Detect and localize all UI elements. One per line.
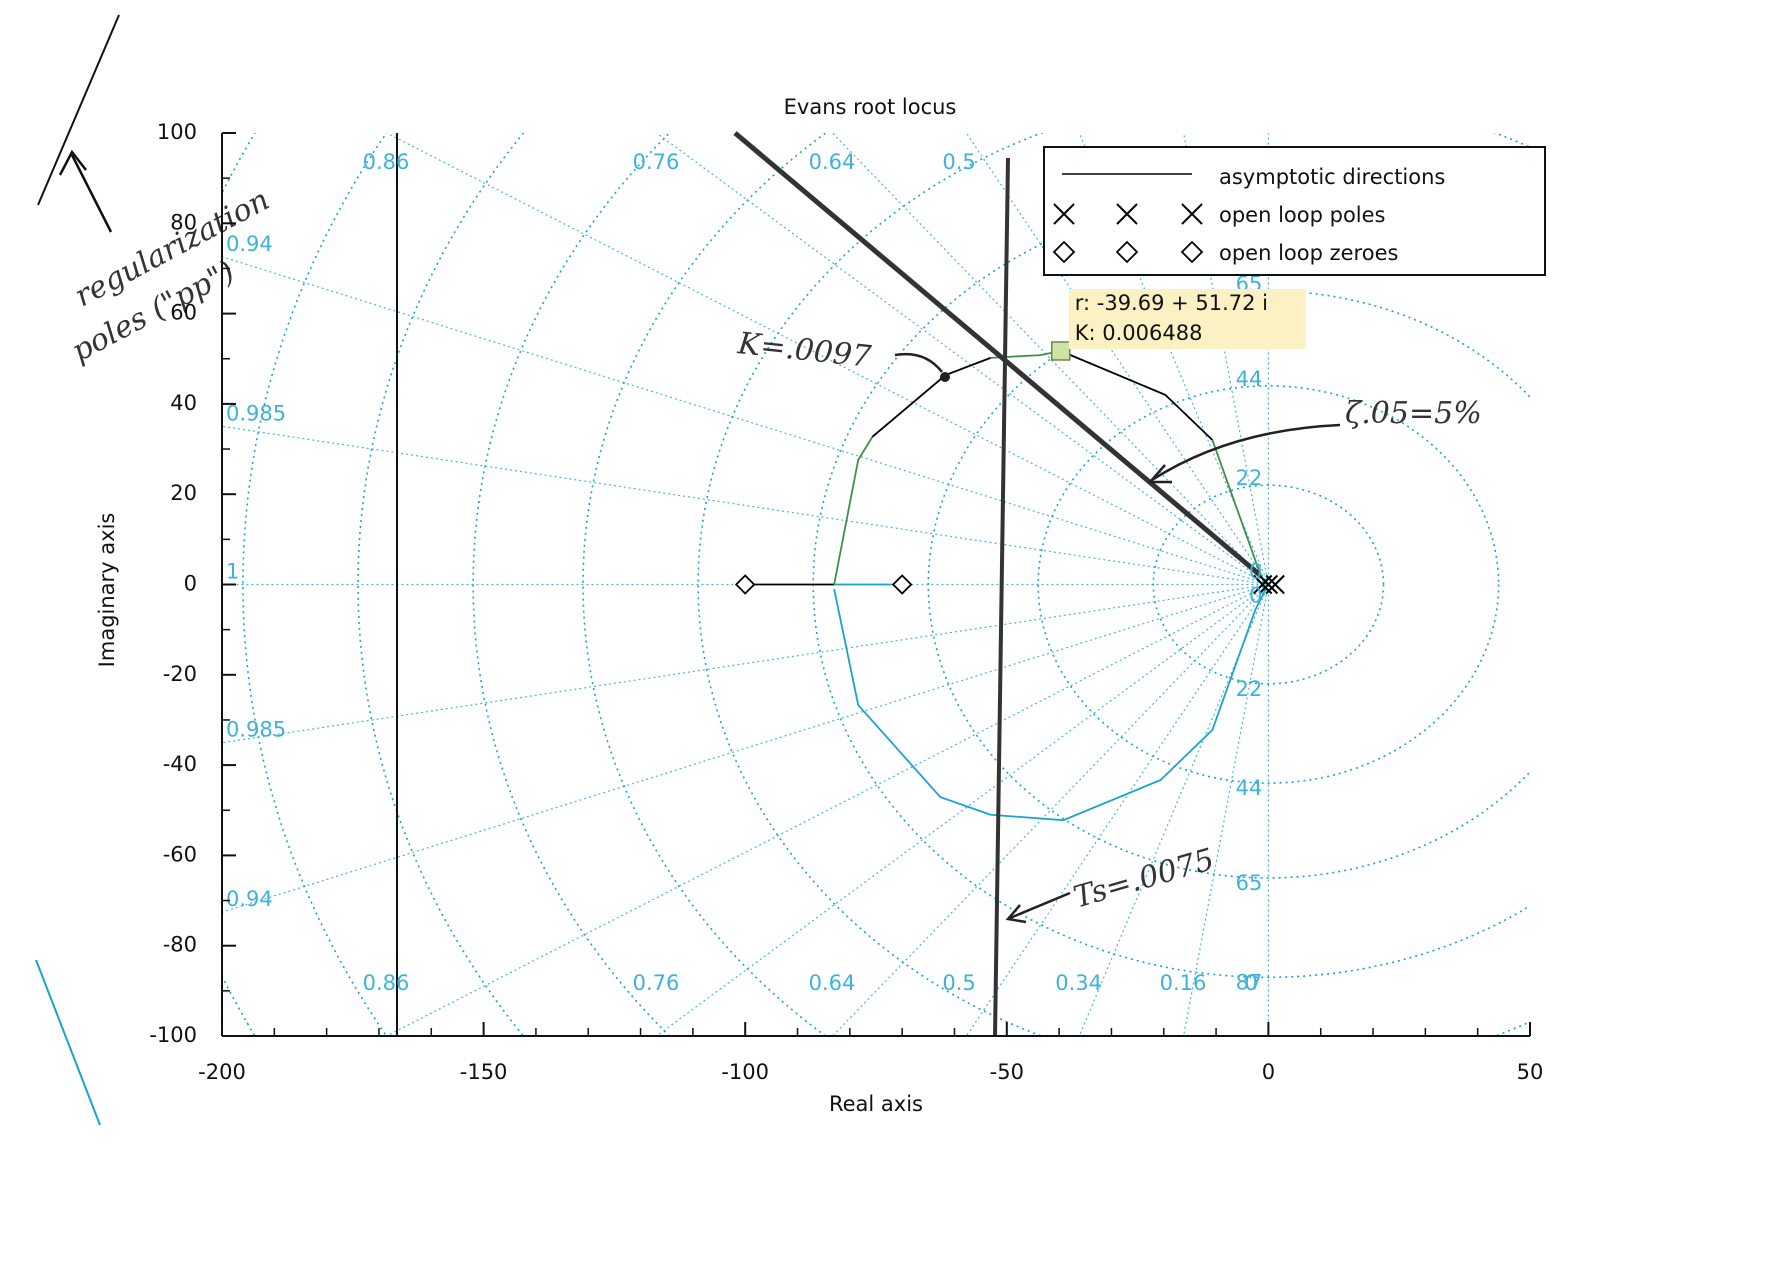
chart-title: Evans root locus [784,95,957,119]
datatip-text: r: -39.69 + 51.72 i [1075,291,1268,315]
pole-marker [1181,203,1203,225]
damping-label: 0.985 [226,401,286,425]
arrow-head [58,149,87,176]
damping-label: 0.86 [363,971,410,995]
damping-label: 0.76 [633,150,680,174]
y-tick-label: -20 [163,662,197,686]
pole-marker [1053,203,1075,225]
datatip-marker [1050,341,1071,361]
y-axis-label: Imaginary axis [95,513,119,668]
x-tick-label: 0 [1262,1060,1275,1084]
frequency-label: 0 [1249,584,1262,608]
damping-label: 0.64 [809,150,856,174]
damping-label: 0 [1244,971,1257,995]
damping-ray [386,583,1269,1036]
arrow-head [1005,904,1027,924]
datatip-box [1068,288,1306,349]
damping-label: 0.34 [1055,971,1102,995]
damping-label: 0.94 [226,232,273,256]
frequency-label: 22 [1236,677,1263,701]
arrow [70,154,113,233]
legend-label: open loop poles [1219,203,1386,227]
zero-marker [1115,240,1139,264]
frequency-label: 44 [1236,367,1263,391]
frequency-label: 87 [1236,970,1263,994]
damping-ray [656,584,1269,1036]
y-tick-label: -100 [149,1023,197,1047]
zero-marker [891,574,913,595]
frequency-label: 44 [1236,776,1263,800]
damping-label: 0.985 [226,718,286,742]
zero-marker [734,574,756,595]
frequency-label: 22 [1236,466,1263,490]
pole-marker [1265,574,1285,595]
hand-line [733,131,1262,577]
damping-label: 0.64 [809,971,856,995]
locus-branch [833,588,1267,822]
arrow [894,352,943,373]
damping-ray [1183,584,1269,1036]
y-tick-label: -80 [163,933,197,957]
damping-ray [656,133,1269,585]
legend-label: open loop zeroes [1219,241,1398,265]
x-tick-label: -150 [460,1060,508,1084]
damping-label: 0.86 [363,150,410,174]
x-tick-label: -50 [990,1060,1024,1084]
x-tick-label: -200 [198,1060,246,1084]
x-tick-label: -100 [721,1060,769,1084]
damping-ray [1183,133,1269,585]
frequency-label: 65 [1236,871,1263,895]
pole-marker [1116,203,1138,225]
y-tick-label: 80 [170,210,197,234]
zero-marker [1180,240,1204,264]
pole-marker [1258,574,1279,595]
hand-stroke [37,14,120,206]
damping-label: 1 [226,560,239,584]
y-tick-label: 60 [170,301,197,325]
arrow-head [1147,464,1172,484]
marks [734,350,1285,822]
x-tick-label: 50 [1517,1060,1544,1084]
damping-label: 0.5 [942,150,975,174]
hand-dot [940,372,950,382]
datatip-text: K: 0.006488 [1075,321,1203,345]
damping-ray [386,133,1269,586]
locus-branch [833,436,874,585]
locus-branch [1060,350,1214,441]
arrow [1151,423,1341,482]
y-tick-label: -40 [163,752,197,776]
y-tick-label: 40 [170,391,197,415]
damping-ray [965,133,1269,585]
damping-label: 0.16 [1160,971,1207,995]
zero-marker [1052,240,1076,264]
damping-label: 0.76 [633,971,680,995]
damping-label: 0.94 [226,887,273,911]
legend-label: asymptotic directions [1219,165,1445,189]
damping-label: 0.5 [942,971,975,995]
handwritten-note: ζ.05=5% [1345,396,1482,431]
hand-line [993,157,1010,1037]
arrow [1009,891,1071,920]
damping-ray [965,584,1269,1036]
x-axis-label: Real axis [829,1092,923,1116]
y-tick-label: 0 [184,572,197,596]
hand-stroke [35,959,101,1126]
frequency-label: 0 [1249,560,1262,584]
y-tick-label: 100 [157,120,197,144]
y-tick-label: 20 [170,481,197,505]
freq-circle [1037,385,1500,784]
y-tick-label: -60 [163,842,197,866]
